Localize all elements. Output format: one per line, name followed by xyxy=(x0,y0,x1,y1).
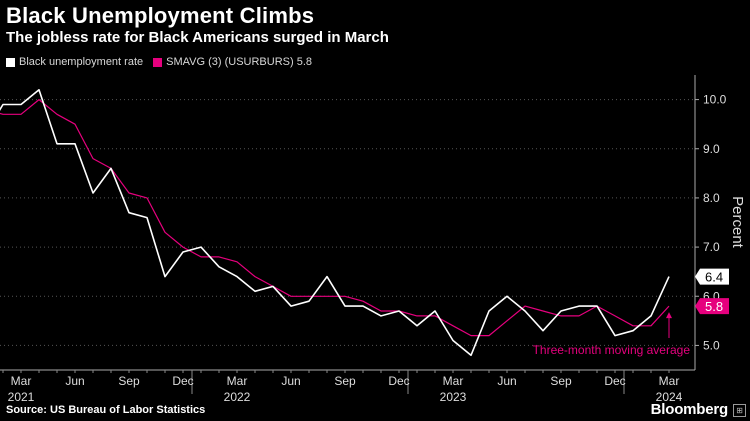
last-value-text: 5.8 xyxy=(705,299,723,314)
label-layer: Mar 2021 Jun Sep Dec Mar 2022 Jun Sep Dec Mar 2023 J… xyxy=(8,268,729,404)
x-tick-label: Sep xyxy=(550,374,572,388)
x-year-label: 2022 xyxy=(224,390,251,404)
legend-swatch-white xyxy=(6,57,15,67)
legend-item-smavg: SMAVG (3) (USURBURS) 5.8 xyxy=(153,56,312,68)
x-tick-label: Dec xyxy=(388,374,409,388)
x-tick-label: Jun xyxy=(497,374,516,388)
chart-subtitle: The jobless rate for Black Americans sur… xyxy=(6,29,389,46)
y-tick-label: 7.0 xyxy=(703,240,720,254)
x-tick-label: Mar xyxy=(659,374,680,388)
legend-item-black-unemployment: Black unemployment rate xyxy=(6,56,143,68)
x-tick-label: Sep xyxy=(118,374,140,388)
x-year-label: 2023 xyxy=(440,390,467,404)
y-tick-label: 5.0 xyxy=(703,338,720,352)
x-tick-label: Sep xyxy=(334,374,356,388)
last-value-label-white: 6.4 xyxy=(695,268,729,285)
x-tick-label: Jun xyxy=(281,374,300,388)
x-tick-label: Mar xyxy=(443,374,464,388)
last-value-tag xyxy=(695,298,729,315)
brand-logo: Bloomberg xyxy=(650,401,729,418)
bloomberg-terminal-icon: ⊞ xyxy=(733,404,746,417)
y-tick-label: 8.0 xyxy=(703,191,720,205)
x-year-label: 2021 xyxy=(8,390,35,404)
series-line-black-unemployment xyxy=(0,89,670,357)
y-tick-label: 9.0 xyxy=(703,142,720,156)
y-axis-label: Percent xyxy=(729,196,746,249)
x-tick-label: Dec xyxy=(172,374,193,388)
last-value-label-magenta: 5.8 xyxy=(695,298,729,315)
legend-label: Black unemployment rate xyxy=(19,56,144,68)
annotation-text: Three-month moving average xyxy=(533,343,691,357)
source-note: Source: US Bureau of Labor Statistics xyxy=(6,404,206,416)
x-tick-label: Mar xyxy=(11,374,32,388)
legend: Black unemployment rate SMAVG (3) (USURB… xyxy=(6,56,322,68)
grid-layer xyxy=(0,99,695,346)
y-tick-label: 10.0 xyxy=(703,93,727,107)
series-line-smavg xyxy=(0,98,670,337)
legend-label: SMAVG (3) (USURBURS) 5.8 xyxy=(166,56,312,68)
last-value-tag xyxy=(695,268,729,285)
annotation-arrowhead xyxy=(666,312,672,319)
series-layer xyxy=(0,89,670,357)
x-tick-label: Jun xyxy=(65,374,84,388)
chart-title: Black Unemployment Climbs xyxy=(6,3,315,28)
x-tick-label: Dec xyxy=(604,374,625,388)
legend-swatch-magenta xyxy=(153,57,163,67)
last-value-text: 6.4 xyxy=(705,270,723,285)
x-tick-label: Mar xyxy=(227,374,248,388)
x-year-label: 2024 xyxy=(656,390,683,404)
